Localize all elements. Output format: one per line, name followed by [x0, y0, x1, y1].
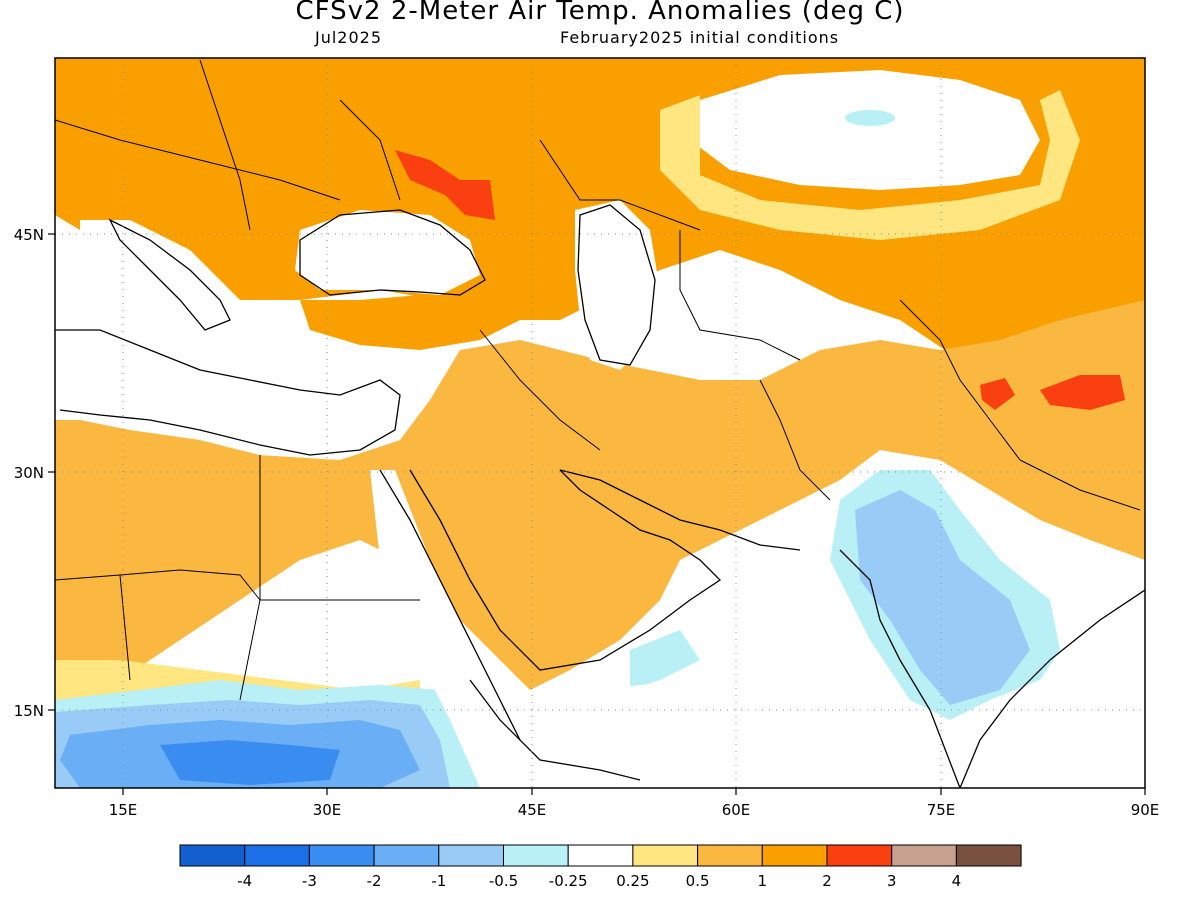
anomaly-region-africa-deepblue	[160, 740, 340, 785]
initial-conditions-label: February2025 initial conditions	[560, 28, 840, 47]
lon-tick-label: 30E	[313, 801, 342, 819]
legend-label: -2	[367, 872, 382, 890]
lat-tick-label: 30N	[14, 464, 44, 482]
anomaly-region-caspian	[575, 200, 660, 370]
anomaly-region-india-blue	[855, 490, 1030, 705]
legend-swatch	[891, 844, 957, 867]
anomaly-region-tibet-red	[1040, 375, 1125, 410]
anomaly-region-oman-lightblue	[630, 630, 700, 690]
anomaly-region-red-sea	[370, 470, 530, 788]
lon-tick-label: 15E	[109, 801, 138, 819]
legend-labels: -4 -3 -2 -1 -0.5 -0.25 0.25 0.5 1 2 3 4	[237, 872, 961, 890]
legend-label: 4	[952, 872, 962, 890]
lat-tick-labels: 45N 30N 15N	[14, 226, 44, 720]
lon-tick-label: 45E	[518, 801, 547, 819]
legend-label: 3	[887, 872, 897, 890]
legend-swatch	[826, 844, 893, 867]
anomaly-region-turkey	[300, 295, 520, 350]
anomaly-region-kazakhstan-yellow	[660, 90, 1080, 240]
legend-label: -1	[431, 872, 446, 890]
lon-tick-label: 90E	[1131, 801, 1160, 819]
coastline-india	[839, 549, 961, 788]
legend-swatch	[308, 844, 375, 867]
coastline-red-sea	[379, 469, 521, 741]
country-borders	[55, 59, 1141, 701]
legend-swatch	[632, 844, 699, 867]
legend-swatch	[438, 844, 504, 867]
valid-month-label: Jul2025	[315, 28, 383, 47]
legend-label: 0.5	[686, 872, 710, 890]
anomaly-region-kazakhstan-blue	[845, 110, 895, 126]
lon-tick-label: 75E	[927, 801, 956, 819]
legend-label: -3	[302, 872, 317, 890]
legend-swatch	[567, 844, 634, 867]
coastline-black-sea	[299, 209, 486, 296]
gridlines	[55, 58, 1145, 788]
legend-label: -4	[237, 872, 252, 890]
anomaly-region-italy	[80, 220, 240, 330]
legend-swatch	[697, 844, 763, 867]
legend-swatch	[373, 844, 440, 867]
coastline-horn-africa	[469, 679, 641, 781]
legend-swatch	[179, 844, 246, 867]
coastline-india-east	[959, 589, 1145, 788]
tick-marks	[48, 233, 1146, 795]
anomaly-region-kashmir-red	[980, 378, 1015, 410]
coastline-mediterranean	[55, 329, 401, 456]
coastlines	[55, 204, 1145, 788]
legend-swatch	[503, 844, 569, 867]
anomaly-field	[55, 58, 1145, 788]
coastline-arabia	[409, 469, 722, 671]
coastline-caspian	[577, 204, 656, 366]
lat-tick-label: 15N	[14, 702, 44, 720]
lon-tick-labels: 15E 30E 45E 60E 75E 90E	[109, 801, 1160, 819]
legend-label: 1	[758, 872, 768, 890]
coastline-persian-gulf	[559, 469, 801, 551]
lon-tick-label: 60E	[722, 801, 751, 819]
anomaly-region-black-sea	[295, 210, 480, 295]
anomaly-region-arabian-sea	[520, 620, 960, 788]
coastline-italy	[108, 218, 231, 331]
legend-swatch	[761, 844, 828, 867]
anomaly-region-middle-east	[55, 300, 1145, 690]
legend-swatch	[244, 844, 310, 867]
legend-color-bar	[179, 844, 1022, 867]
legend-label: -0.5	[489, 872, 518, 890]
legend-swatch	[955, 844, 1022, 867]
plot-frame	[54, 57, 1146, 789]
anomaly-region-russia-red	[395, 150, 495, 220]
map-title: CFSv2 2-Meter Air Temp. Anomalies (deg C…	[295, 0, 905, 26]
anomaly-region-kazakhstan-normal	[690, 70, 1040, 190]
lat-tick-label: 45N	[14, 226, 44, 244]
legend-label: 0.25	[616, 872, 649, 890]
legend-label: 2	[822, 872, 832, 890]
legend-label: -0.25	[549, 872, 588, 890]
